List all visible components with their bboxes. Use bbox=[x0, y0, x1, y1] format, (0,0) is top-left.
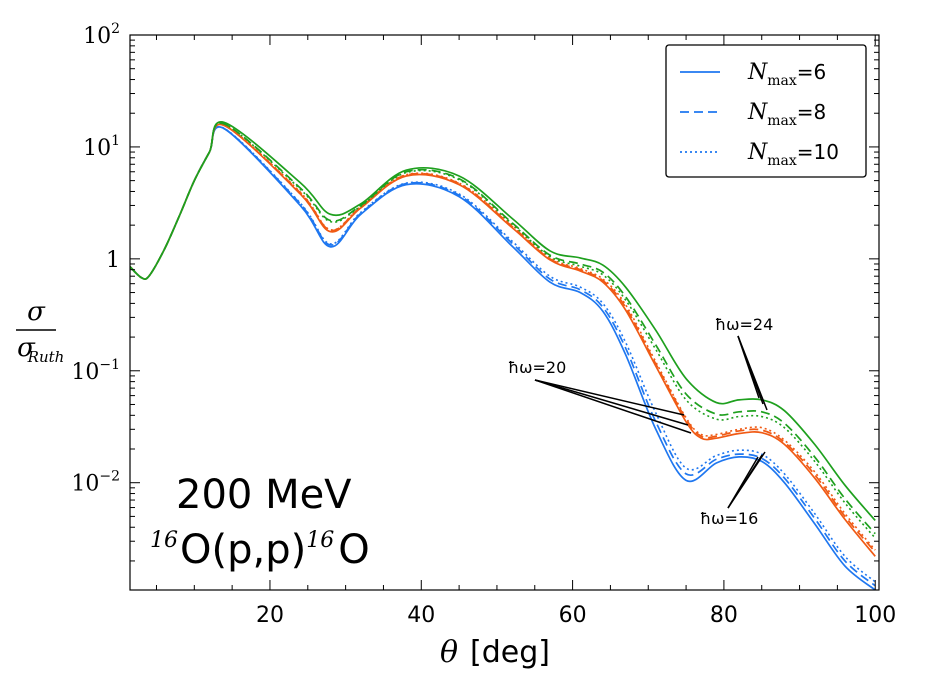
y-axis-label: σ σ Ruth bbox=[16, 297, 64, 366]
y-tick-label: 10−1 bbox=[71, 357, 120, 385]
x-tick-label: 20 bbox=[256, 603, 284, 628]
plot-frame bbox=[129, 34, 880, 591]
reaction-end: O bbox=[338, 527, 369, 573]
reaction-pre-superscript: 16 bbox=[150, 528, 178, 553]
x-tick-label: 40 bbox=[407, 603, 435, 628]
annotation-hw20-arrow-3 bbox=[534, 379, 692, 434]
annotation-hw20-arrow-1 bbox=[534, 379, 685, 416]
y-label-numerator: σ bbox=[27, 297, 46, 327]
y-tick-label: 101 bbox=[83, 133, 120, 161]
legend-entries: Nmax=6 Nmax=8 Nmax=10 bbox=[680, 60, 839, 169]
series-line-blue-dashed bbox=[129, 126, 876, 587]
series-layer bbox=[129, 121, 876, 591]
legend-label: Nmax=8 bbox=[747, 100, 826, 129]
annotation-hw16: ħω=16 bbox=[700, 509, 758, 528]
annotation-hw24: ħω=24 bbox=[715, 315, 773, 334]
annotation-hw20: ħω=20 bbox=[508, 358, 566, 377]
reaction-mid-superscript: 16 bbox=[306, 528, 334, 553]
y-tick-label: 10−2 bbox=[71, 469, 120, 497]
annotations: ħω=20 ħω=24 ħω=16 200 MeV 16O(p,p)16 O bbox=[150, 315, 773, 573]
x-axis-label: θ [deg] bbox=[440, 635, 550, 670]
series-line-blue-solid bbox=[129, 126, 876, 591]
legend-label: Nmax=10 bbox=[747, 140, 839, 169]
x-tick-label: 100 bbox=[854, 603, 896, 628]
annotation-hw24-arrow-3 bbox=[737, 335, 768, 411]
ticks-layer: 20 40 60 80 100 102 101 1 10−1 10−2 bbox=[71, 21, 896, 628]
series-line-blue-dotted bbox=[129, 125, 876, 583]
legend-label: Nmax=6 bbox=[747, 60, 826, 89]
annotation-hw20-arrow-2 bbox=[534, 379, 689, 426]
x-tick-label: 60 bbox=[559, 603, 587, 628]
series-line-green-dotted bbox=[129, 122, 876, 539]
y-tick-label: 102 bbox=[83, 21, 120, 49]
legend-box bbox=[665, 44, 867, 178]
x-label-variable: θ bbox=[440, 635, 458, 670]
x-tick-label: 80 bbox=[710, 603, 738, 628]
annotation-energy: 200 MeV bbox=[176, 472, 352, 518]
legend: Nmax=6 Nmax=8 Nmax=10 bbox=[665, 44, 867, 178]
y-tick-label: 1 bbox=[106, 248, 120, 273]
x-label-unit: [deg] bbox=[470, 635, 550, 670]
annotation-reaction: 16O(p,p)16 O bbox=[150, 527, 370, 573]
y-label-denominator-subscript: Ruth bbox=[27, 348, 65, 366]
annotation-hw16-arrow-3 bbox=[727, 451, 766, 509]
reaction-main: O(p,p) bbox=[180, 527, 306, 573]
y-label-denominator: σ bbox=[17, 333, 36, 363]
